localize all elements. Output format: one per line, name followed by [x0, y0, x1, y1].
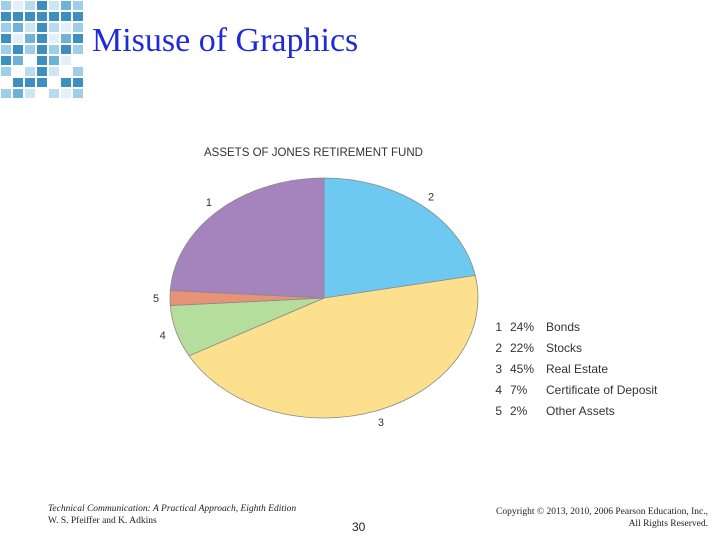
- legend-name-4: Certificate of Deposit: [546, 383, 658, 397]
- decorative-tile: [1, 45, 11, 54]
- slice-label-3: 3: [378, 417, 384, 429]
- decorative-tile: [49, 45, 59, 54]
- decorative-tile: [49, 89, 59, 98]
- decorative-tile: [49, 67, 59, 76]
- decorative-tile: [61, 23, 71, 32]
- decorative-tile: [61, 34, 71, 43]
- decorative-tile: [37, 56, 47, 65]
- slice-label-1: 1: [206, 197, 212, 209]
- decorative-tile: [37, 67, 47, 76]
- decorative-tile: [25, 67, 35, 76]
- legend-percent-5: 2%: [510, 404, 528, 418]
- footer-book-credit: Technical Communication: A Practical App…: [48, 503, 296, 527]
- legend-name-1: Bonds: [546, 320, 580, 334]
- decorative-tile: [13, 56, 23, 65]
- decorative-tile: [25, 45, 35, 54]
- decorative-tile: [61, 12, 71, 21]
- decorative-tile: [25, 34, 35, 43]
- decorative-tile: [1, 56, 11, 65]
- slide-title: Misuse of Graphics: [92, 22, 359, 59]
- legend-number-2: 2: [495, 341, 502, 355]
- decorative-tile: [37, 12, 47, 21]
- decorative-tile: [73, 67, 83, 76]
- decorative-tile: [73, 23, 83, 32]
- decorative-tile: [73, 34, 83, 43]
- legend-number-1: 1: [495, 320, 502, 334]
- decorative-tile: [25, 23, 35, 32]
- decorative-tile: [61, 78, 71, 87]
- footer-copyright: Copyright © 2013, 2010, 2006 Pearson Edu…: [496, 506, 708, 530]
- slice-label-5: 5: [153, 293, 159, 305]
- decorative-tile: [13, 1, 23, 10]
- decorative-tile: [37, 45, 47, 54]
- decorative-tile: [49, 23, 59, 32]
- decorative-tile: [13, 78, 23, 87]
- legend-name-5: Other Assets: [546, 404, 615, 418]
- decorative-tile: [49, 34, 59, 43]
- decorative-tile: [1, 12, 11, 21]
- decorative-tile: [49, 56, 59, 65]
- legend-number-3: 3: [495, 362, 502, 376]
- decorative-tile: [1, 23, 11, 32]
- decorative-tile: [49, 1, 59, 10]
- decorative-tile: [73, 78, 83, 87]
- decorative-tile: [61, 45, 71, 54]
- legend-name-3: Real Estate: [546, 362, 608, 376]
- footer-authors: W. S. Pfeiffer and K. Adkins: [48, 516, 157, 526]
- decorative-tile: [25, 1, 35, 10]
- decorative-tile: [1, 34, 11, 43]
- copyright-line-2: All Rights Reserved.: [628, 519, 708, 529]
- decorative-tile: [13, 12, 23, 21]
- decorative-tile: [1, 1, 11, 10]
- legend-percent-1: 24%: [510, 320, 534, 334]
- pie-slice-3: [188, 275, 479, 419]
- legend-percent-2: 22%: [510, 341, 534, 355]
- pie-slice-2: [323, 177, 476, 299]
- decorative-tile: [25, 12, 35, 21]
- decorative-tile: [37, 1, 47, 10]
- decorative-tile: [73, 1, 83, 10]
- chart-title: ASSETS OF JONES RETIREMENT FUND: [204, 147, 423, 159]
- decorative-tile: [37, 34, 47, 43]
- page-number: 30: [352, 520, 366, 534]
- slice-label-2: 2: [428, 191, 434, 203]
- decorative-tile: [25, 89, 35, 98]
- decorative-tile: [37, 78, 47, 87]
- legend-name-2: Stocks: [546, 341, 582, 355]
- decorative-tile: [73, 89, 83, 98]
- decorative-tile: [13, 89, 23, 98]
- decorative-tile: [25, 78, 35, 87]
- decorative-tile: [73, 12, 83, 21]
- copyright-line-1: Copyright © 2013, 2010, 2006 Pearson Edu…: [496, 507, 708, 517]
- decorative-tile: [73, 45, 83, 54]
- decorative-tile: [61, 56, 71, 65]
- decorative-tile: [13, 23, 23, 32]
- legend-percent-4: 7%: [510, 383, 528, 397]
- decorative-tile-grid: [1, 1, 83, 98]
- decorative-tile: [61, 89, 71, 98]
- decorative-tile: [1, 89, 11, 98]
- footer-book-title: Technical Communication: A Practical App…: [48, 504, 297, 514]
- legend-number-4: 4: [495, 383, 502, 397]
- slice-label-4: 4: [160, 330, 166, 342]
- pie-slice-1: [169, 177, 325, 299]
- decorative-tile: [37, 23, 47, 32]
- decorative-tile: [61, 1, 71, 10]
- decorative-tile: [49, 12, 59, 21]
- decorative-tile: [13, 45, 23, 54]
- decorative-tile: [13, 34, 23, 43]
- legend-percent-3: 45%: [510, 362, 534, 376]
- legend-number-5: 5: [495, 404, 502, 418]
- decorative-tile: [1, 67, 11, 76]
